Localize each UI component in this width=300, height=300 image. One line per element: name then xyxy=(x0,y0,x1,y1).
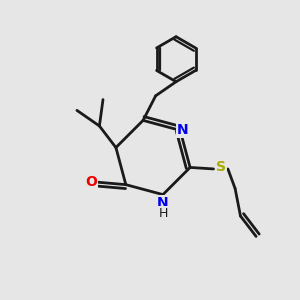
Text: O: O xyxy=(86,175,98,189)
Text: S: S xyxy=(216,160,226,174)
Text: N: N xyxy=(177,123,188,137)
Text: H: H xyxy=(158,207,168,220)
Text: N: N xyxy=(157,196,169,210)
